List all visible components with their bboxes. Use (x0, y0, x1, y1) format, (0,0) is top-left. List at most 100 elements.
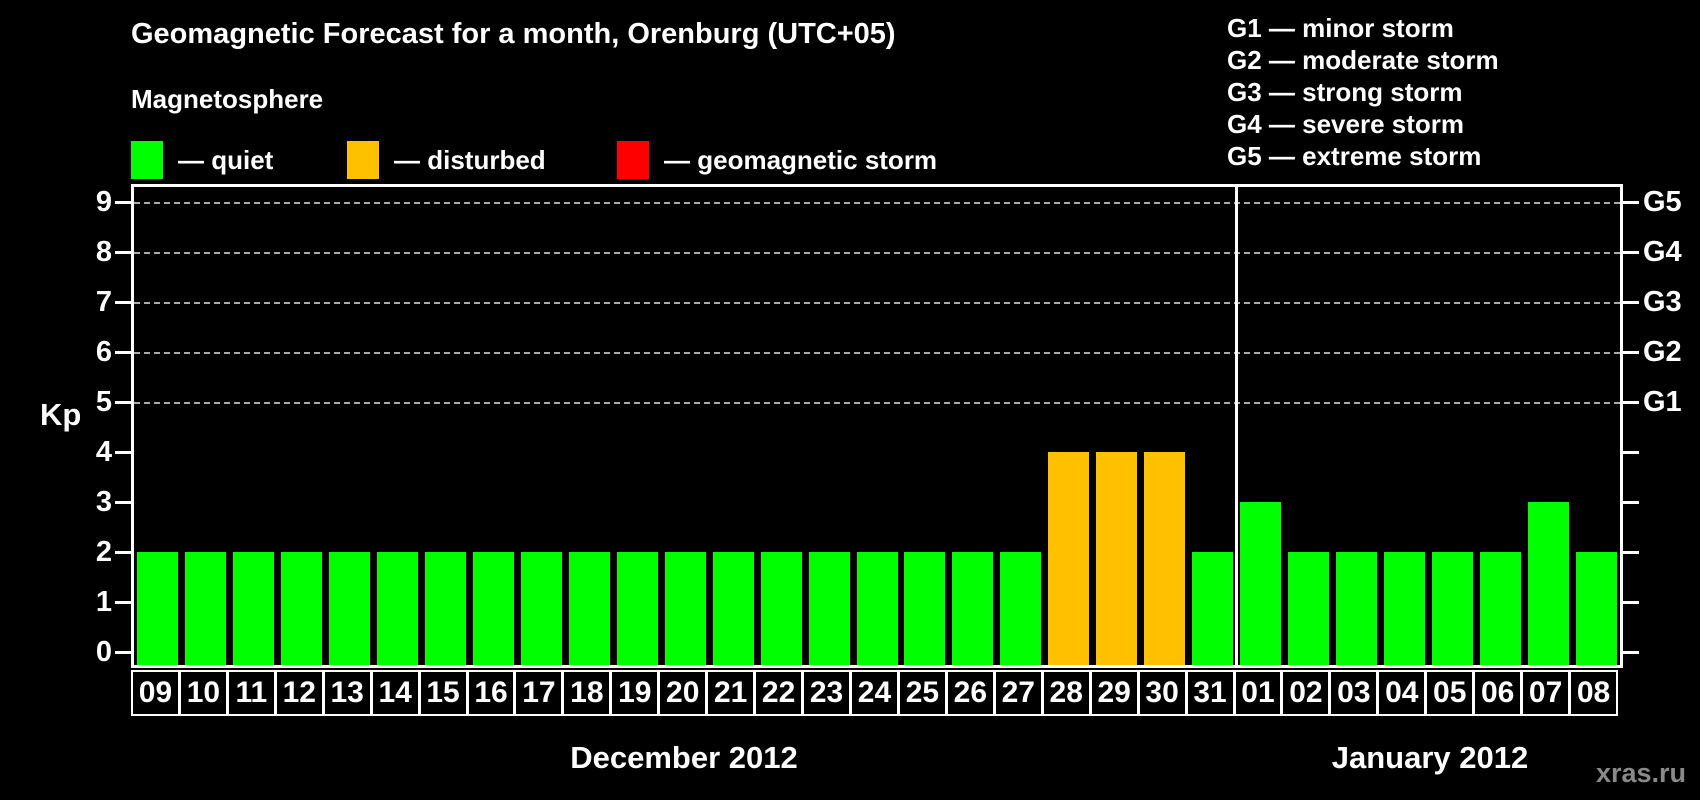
storm-scale-item: G1 — minor storm (1227, 13, 1454, 43)
kp-bar (712, 552, 754, 665)
gridline-kp-6 (134, 352, 1620, 354)
storm-scale-item: G3 — strong storm (1227, 77, 1463, 107)
date-cell: 23 (802, 670, 852, 716)
month-separator-line (1235, 187, 1239, 665)
date-cell: 18 (562, 670, 612, 716)
storm-scale-item: G2 — moderate storm (1227, 45, 1499, 75)
right-axis-label-g5: G5 (1643, 186, 1682, 218)
plot-area (131, 184, 1623, 668)
storm-swatch-icon (617, 141, 649, 179)
gridline-kp-8 (134, 252, 1620, 254)
date-axis: 09 10 11 12 13 14 15 16 17 18 19 20 21 22 23 24 25 26 27 28… (131, 670, 1623, 716)
date-cell: 07 (1521, 670, 1571, 716)
right-axis-tick (1623, 651, 1639, 654)
right-axis-tick (1623, 551, 1639, 554)
kp-bar (1383, 552, 1425, 665)
y-axis-tick (115, 551, 131, 554)
y-tick-label: 5 (95, 386, 112, 418)
date-cell: 27 (993, 670, 1043, 716)
right-axis-label-g2: G2 (1643, 336, 1682, 368)
date-cell: 08 (1569, 670, 1618, 716)
date-cell: 14 (370, 670, 420, 716)
date-cell: 01 (1233, 670, 1283, 716)
y-tick-label: 9 (95, 186, 112, 218)
kp-bar (1096, 452, 1138, 665)
y-tick-label: 1 (95, 586, 112, 618)
y-tick-label: 8 (95, 236, 112, 268)
kp-bar (904, 552, 946, 665)
date-cell: 03 (1329, 670, 1379, 716)
right-axis-tick (1623, 301, 1639, 304)
legend-item-storm: — geomagnetic storm (617, 140, 937, 180)
y-axis-tick (115, 601, 131, 604)
right-axis-tick (1623, 351, 1639, 354)
y-tick-label: 4 (95, 436, 112, 468)
y-tick-label: 2 (95, 536, 112, 568)
y-axis-tick (115, 351, 131, 354)
storm-scale-legend: G1 — minor storm G2 — moderate storm G3 … (1227, 12, 1499, 172)
kp-bar (137, 552, 179, 665)
kp-bar (1048, 452, 1090, 665)
date-cell: 04 (1377, 670, 1427, 716)
kp-bar (1479, 552, 1521, 665)
right-axis-label-g3: G3 (1643, 286, 1682, 318)
legend-item-disturbed: — disturbed (347, 140, 546, 180)
kp-bar (233, 552, 275, 665)
date-cell: 11 (226, 670, 276, 716)
date-cell: 20 (658, 670, 708, 716)
kp-bar (1527, 502, 1569, 665)
kp-bar (377, 552, 419, 665)
kp-bar (1287, 552, 1329, 665)
legend-label: — disturbed (394, 144, 546, 175)
date-cell: 12 (274, 670, 324, 716)
right-axis-tick (1623, 201, 1639, 204)
y-axis-tick (115, 451, 131, 454)
legend-label: — geomagnetic storm (664, 144, 938, 175)
kp-bar (1335, 552, 1377, 665)
date-cell: 10 (178, 670, 228, 716)
y-axis-tick (115, 501, 131, 504)
date-cell: 06 (1473, 670, 1523, 716)
kp-bar (760, 552, 802, 665)
date-cell: 16 (466, 670, 516, 716)
page-title: Geomagnetic Forecast for a month, Orenbu… (131, 18, 896, 50)
y-axis-tick (115, 651, 131, 654)
date-cell: 28 (1041, 670, 1091, 716)
storm-scale-item: G4 — severe storm (1227, 109, 1465, 139)
y-tick-label: 3 (95, 486, 112, 518)
date-cell: 19 (610, 670, 660, 716)
date-cell: 17 (514, 670, 564, 716)
kp-bar (664, 552, 706, 665)
date-cell: 09 (131, 670, 180, 716)
kp-bar (952, 552, 994, 665)
date-cell: 22 (754, 670, 804, 716)
storm-scale-item: G5 — extreme storm (1227, 141, 1482, 171)
y-axis-tick (115, 301, 131, 304)
kp-bar (616, 552, 658, 665)
y-tick-label: 7 (95, 286, 112, 318)
date-cell: 30 (1137, 670, 1187, 716)
kp-bar (1575, 552, 1617, 665)
date-cell: 13 (322, 670, 372, 716)
disturbed-swatch-icon (347, 141, 379, 179)
right-axis-tick (1623, 251, 1639, 254)
date-cell: 25 (897, 670, 947, 716)
kp-bar (1192, 552, 1234, 665)
kp-bar (281, 552, 323, 665)
kp-bar (329, 552, 371, 665)
y-axis-tick (115, 251, 131, 254)
date-cell: 24 (850, 670, 899, 716)
right-axis-tick (1623, 401, 1639, 404)
kp-bar (568, 552, 610, 665)
right-axis-label-g4: G4 (1643, 236, 1682, 268)
legend-label: — quiet (178, 144, 274, 175)
date-cell: 15 (418, 670, 468, 716)
quiet-swatch-icon (131, 141, 163, 179)
y-tick-label: 6 (95, 336, 112, 368)
kp-bar (856, 552, 898, 665)
gridline-kp-5 (134, 402, 1620, 404)
gridline-kp-7 (134, 302, 1620, 304)
legend-item-quiet: — quiet (131, 140, 273, 180)
kp-bar (808, 552, 850, 665)
